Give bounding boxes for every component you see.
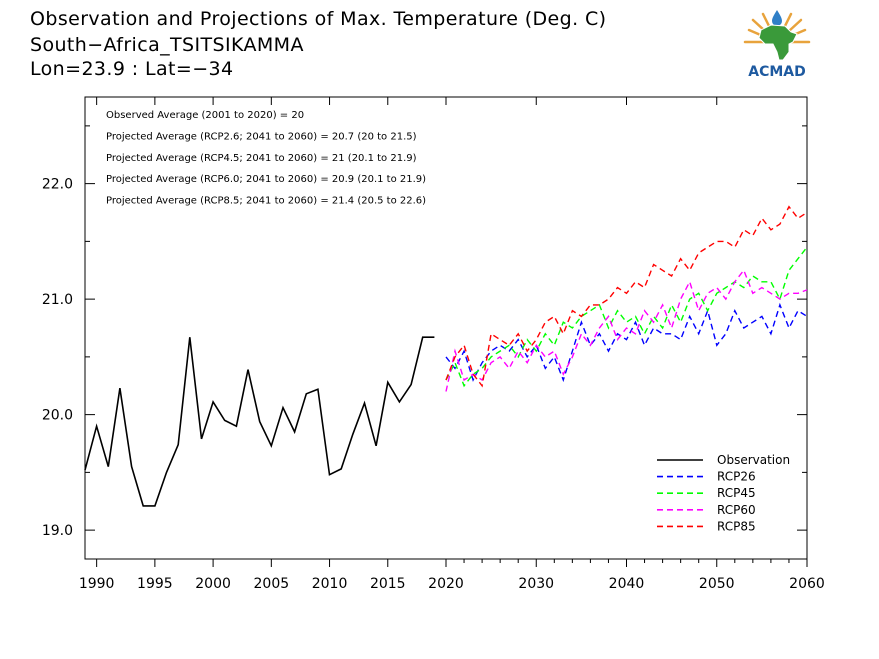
annotation-line: Projected Average (RCP6.0; 2041 to 2060)… [106, 174, 426, 185]
acmad-logo-text: ACMAD [748, 64, 806, 80]
acmad-logo [743, 10, 811, 61]
y-tick-label: 21.0 [42, 292, 73, 308]
series-line-observation [84, 336, 435, 507]
annotations: Observed Average (2001 to 2020) = 20 Proj… [106, 110, 426, 207]
legend-label: Observation [717, 453, 790, 467]
x-tick-label: 1995 [137, 576, 173, 592]
legend-label: RCP85 [717, 519, 756, 533]
series-line-rcp26 [445, 302, 808, 383]
series-line-rcp45 [445, 246, 808, 388]
annotation-line: Observed Average (2001 to 2020) = 20 [106, 110, 304, 121]
location-name: South−Africa_TSITSIKAMMA [30, 34, 304, 56]
x-tick-label: 2015 [370, 576, 406, 592]
series-lines [84, 205, 808, 507]
coordinates-label: Lon=23.9 : Lat=−34 [30, 58, 234, 80]
x-tick-label: 2005 [254, 576, 290, 592]
x-tick-label: 2040 [609, 576, 645, 592]
legend-label: RCP60 [717, 503, 756, 517]
y-tick-label: 19.0 [42, 523, 73, 539]
legend-label: RCP45 [717, 486, 756, 500]
x-tick-label: 2020 [428, 576, 464, 592]
legend: Observation RCP26 RCP45 RCP60 RCP85 [657, 453, 790, 533]
x-tick-label: 1990 [79, 576, 115, 592]
water-drop-icon [772, 10, 782, 26]
series-line-rcp60 [445, 268, 808, 392]
x-tick-label: 2010 [312, 576, 348, 592]
y-axis: 19.0 20.0 21.0 22.0 [42, 125, 807, 539]
x-tick-label: 2060 [789, 576, 825, 592]
chart-title: Observation and Projections of Max. Temp… [30, 8, 607, 30]
plot-frame [84, 96, 808, 560]
annotation-line: Projected Average (RCP2.6; 2041 to 2060)… [106, 131, 417, 142]
series-line-rcp85 [445, 205, 808, 388]
y-tick-label: 20.0 [42, 408, 73, 424]
y-tick-label: 22.0 [42, 177, 73, 193]
africa-map-icon [758, 24, 798, 61]
x-tick-label: 2050 [699, 576, 735, 592]
annotation-line: Projected Average (RCP8.5; 2041 to 2060)… [106, 196, 426, 207]
x-tick-label: 2030 [518, 576, 554, 592]
x-tick-label: 2000 [195, 576, 231, 592]
annotation-line: Projected Average (RCP4.5; 2041 to 2060)… [106, 153, 417, 164]
x-axis: 1990 1995 2000 2005 2010 2015 2020 2030 2040 2050… [79, 97, 825, 592]
legend-label: RCP26 [717, 470, 756, 484]
